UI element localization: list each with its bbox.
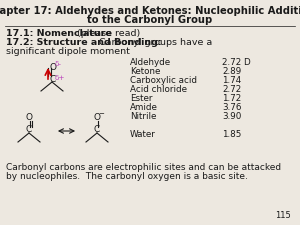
Text: Ketone: Ketone <box>130 67 161 76</box>
Text: 1.85: 1.85 <box>222 130 242 139</box>
Text: (please read): (please read) <box>74 29 140 38</box>
Text: to the Carbonyl Group: to the Carbonyl Group <box>87 15 213 25</box>
Text: Ester: Ester <box>130 94 152 103</box>
Text: O: O <box>50 63 57 72</box>
Text: 1.74: 1.74 <box>222 76 241 85</box>
Text: δ-: δ- <box>55 61 62 67</box>
Text: significant dipole moment: significant dipole moment <box>6 47 130 56</box>
Text: C: C <box>94 124 100 133</box>
Text: 2.89: 2.89 <box>222 67 241 76</box>
Text: O: O <box>26 112 32 122</box>
Text: δ+: δ+ <box>55 75 65 81</box>
Text: Water: Water <box>130 130 156 139</box>
Text: 2.72 D: 2.72 D <box>222 58 251 67</box>
Text: C: C <box>26 124 32 133</box>
Text: 115: 115 <box>275 211 291 220</box>
Text: 3.90: 3.90 <box>222 112 242 121</box>
Text: Carboxylic acid: Carboxylic acid <box>130 76 197 85</box>
Text: 2.72: 2.72 <box>222 85 241 94</box>
Text: Carbonyl carbons are electrophilic sites and can be attacked: Carbonyl carbons are electrophilic sites… <box>6 163 281 172</box>
Text: 17.1: Nomenclature: 17.1: Nomenclature <box>6 29 112 38</box>
Text: Carbonyl groups have a: Carbonyl groups have a <box>96 38 212 47</box>
Text: Acid chloride: Acid chloride <box>130 85 187 94</box>
Text: C: C <box>49 75 55 84</box>
Text: Amide: Amide <box>130 103 158 112</box>
Text: O: O <box>94 112 100 122</box>
Text: 17.2: Structure and Bonding:: 17.2: Structure and Bonding: <box>6 38 162 47</box>
Text: 1.72: 1.72 <box>222 94 241 103</box>
Text: Nitrile: Nitrile <box>130 112 156 121</box>
Text: 3.76: 3.76 <box>222 103 242 112</box>
Text: by nucleophiles.  The carbonyl oxygen is a basic site.: by nucleophiles. The carbonyl oxygen is … <box>6 172 248 181</box>
Text: −: − <box>98 111 104 117</box>
Text: Chapter 17: Aldehydes and Ketones: Nucleophilic Addition: Chapter 17: Aldehydes and Ketones: Nucle… <box>0 6 300 16</box>
Text: Aldehyde: Aldehyde <box>130 58 171 67</box>
